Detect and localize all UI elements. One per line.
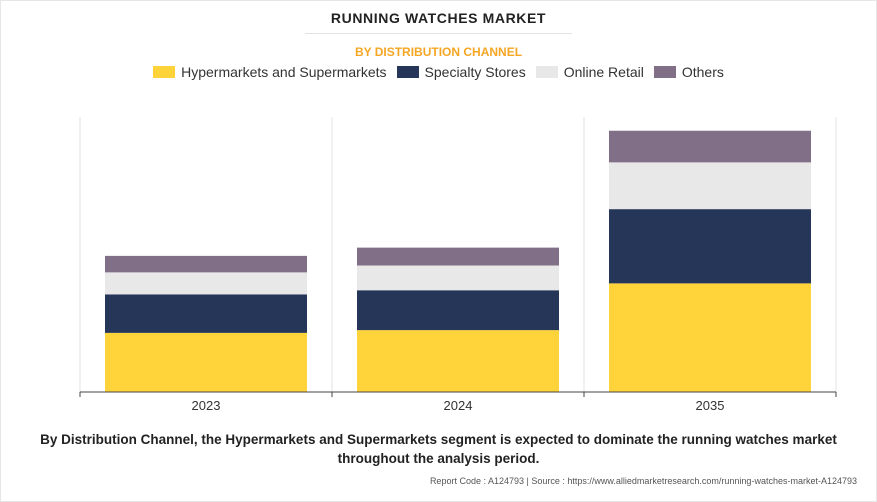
bar-segment-2024-others [357, 247, 559, 266]
legend-item-specialty-stores: Specialty Stores [396, 64, 526, 80]
legend-item-hypermarkets: Hypermarkets and Supermarkets [153, 64, 387, 80]
chart-caption: By Distribution Channel, the Hypermarket… [40, 432, 837, 466]
bar-segment-2023-hypermarkets-and-supermarkets [105, 332, 307, 392]
bar-segment-2035-online-retail [609, 162, 811, 210]
bar-segment-2023-specialty-stores [105, 294, 307, 333]
bar-segment-2024-hypermarkets-and-supermarkets [357, 330, 559, 392]
chart-subtitle: BY DISTRIBUTION CHANNEL [354, 45, 523, 59]
bar-segment-2023-online-retail [105, 272, 307, 295]
bar-segment-2024-online-retail [357, 265, 559, 291]
bar-segment-2035-specialty-stores [609, 209, 811, 284]
x-tick-label: 2024 [444, 398, 473, 413]
legend-swatch-others [653, 66, 676, 78]
stacked-bar-chart: 2023 2024 2035 [79, 117, 837, 413]
x-tick-label: 2023 [192, 398, 221, 413]
bar-segment-2035-others [609, 130, 811, 163]
legend-label-online-retail: Online Retail [563, 64, 644, 80]
legend-item-online-retail: Online Retail [535, 64, 644, 80]
title-divider [305, 33, 572, 34]
source-note: Report Code : A124793 | Source : https:/… [429, 476, 857, 486]
bar-segment-2035-hypermarkets-and-supermarkets [609, 283, 811, 392]
legend-swatch-hypermarkets [153, 66, 176, 78]
chart-title: RUNNING WATCHES MARKET [330, 10, 547, 26]
legend-label-specialty-stores: Specialty Stores [424, 64, 526, 80]
legend-swatch-online-retail [535, 66, 558, 78]
legend-label-hypermarkets: Hypermarkets and Supermarkets [181, 64, 387, 80]
chart-legend: Hypermarkets and Supermarkets Specialty … [0, 64, 877, 80]
legend-item-others: Others [653, 64, 724, 80]
bar-segment-2023-others [105, 255, 307, 273]
x-tick-label: 2035 [696, 398, 725, 413]
legend-label-others: Others [681, 64, 724, 80]
legend-swatch-specialty-stores [396, 66, 419, 78]
bar-segment-2024-specialty-stores [357, 290, 559, 331]
